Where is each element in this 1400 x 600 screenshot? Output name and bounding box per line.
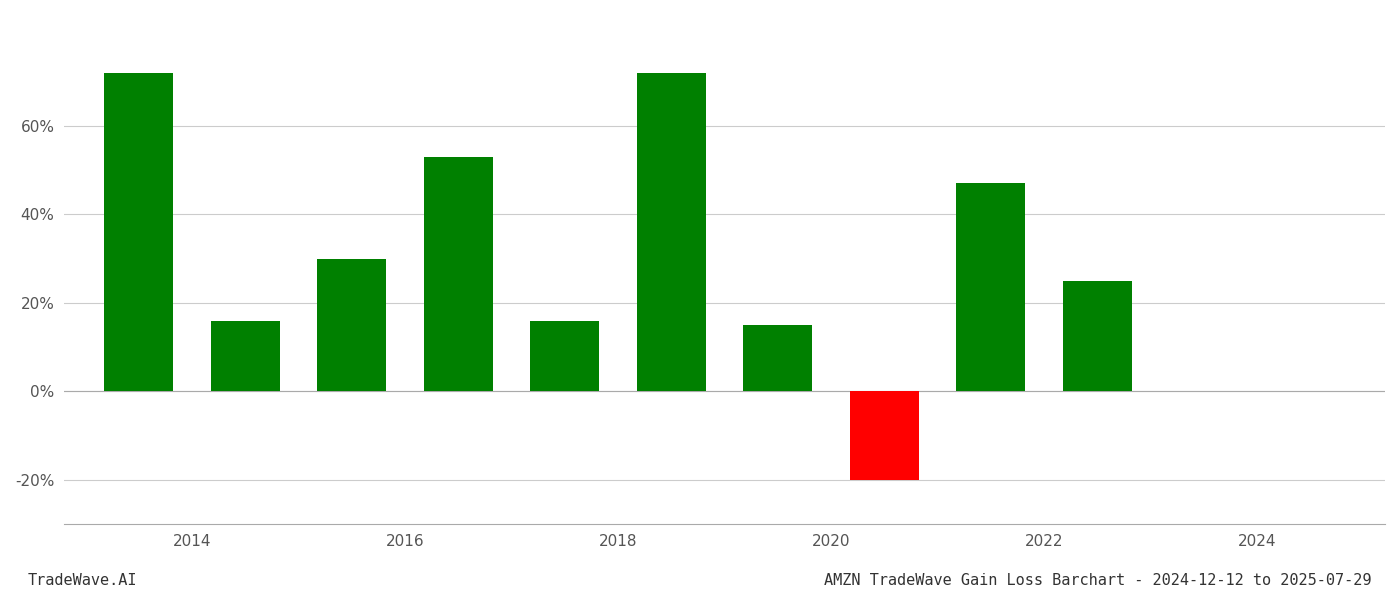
Bar <box>637 73 706 391</box>
Bar <box>743 325 812 391</box>
Bar <box>956 183 1025 391</box>
Text: AMZN TradeWave Gain Loss Barchart - 2024-12-12 to 2025-07-29: AMZN TradeWave Gain Loss Barchart - 2024… <box>825 573 1372 588</box>
Bar <box>424 157 493 391</box>
Bar <box>104 73 174 391</box>
Bar <box>316 259 386 391</box>
Bar <box>1063 281 1133 391</box>
Bar <box>850 391 918 480</box>
Text: TradeWave.AI: TradeWave.AI <box>28 573 137 588</box>
Bar <box>210 320 280 391</box>
Bar <box>531 320 599 391</box>
